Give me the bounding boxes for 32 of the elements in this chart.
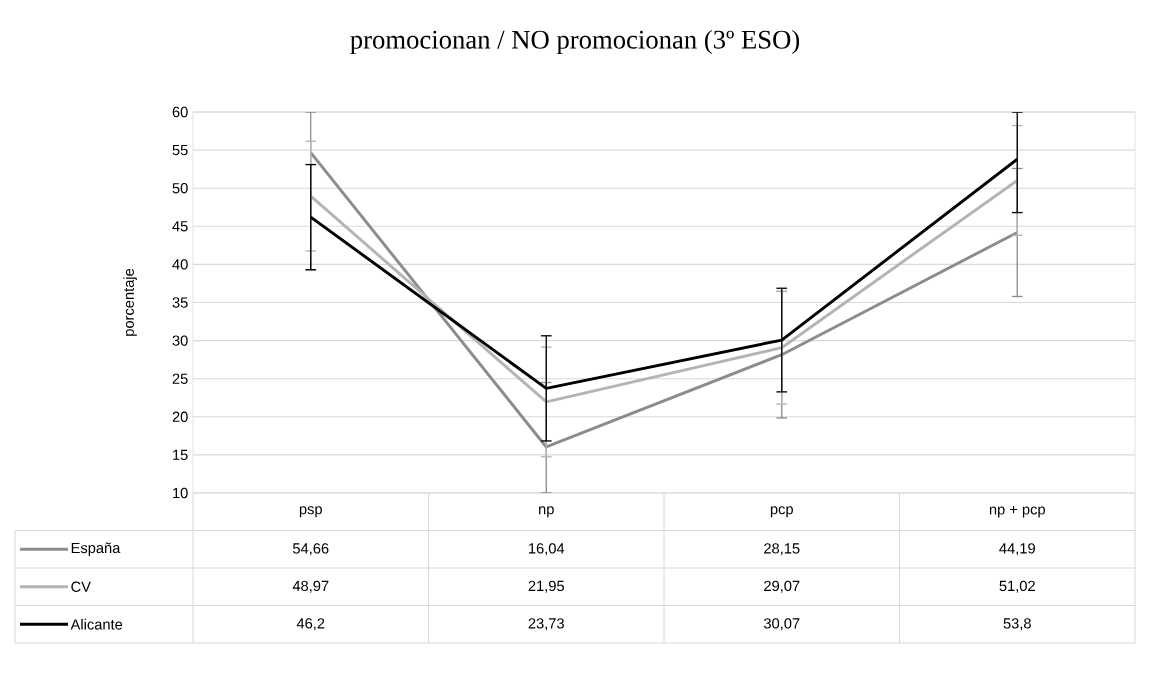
x-tick-label: pcp: [770, 506, 793, 518]
data-label: 51,02: [999, 580, 1035, 593]
y-tick-label: 60: [172, 106, 188, 118]
data-label: 29,07: [764, 580, 800, 593]
y-tick-label: 30: [172, 335, 188, 346]
y-tick-label: 35: [172, 297, 188, 308]
x-tick-label: np: [539, 506, 554, 518]
legend-label: CV: [71, 581, 91, 592]
data-label: 28,15: [764, 543, 800, 556]
data-label: 21,95: [528, 580, 564, 593]
data-label: 54,66: [292, 543, 329, 556]
legend-label: España: [71, 542, 121, 557]
legend-label: Alicante: [70, 618, 123, 630]
data-label: 48,97: [292, 580, 329, 593]
y-axis-title: porcentaje: [123, 268, 137, 336]
y-tick-label: 55: [172, 145, 188, 156]
data-label: 53,8: [1003, 618, 1031, 631]
y-tick-label: 20: [172, 411, 188, 422]
y-tick-label: 50: [172, 183, 188, 194]
data-label: 44,19: [999, 543, 1035, 556]
data-label: 46,2: [296, 618, 325, 631]
y-tick-label: 25: [172, 373, 188, 384]
x-tick-label: np + pcp: [989, 505, 1045, 518]
y-tick-label: 15: [173, 449, 188, 461]
data-label: 16,04: [529, 543, 565, 556]
chart-title: promocionan / NO promocionan (3º ESO): [350, 29, 800, 55]
y-tick-label: 10: [173, 487, 188, 499]
data-label: 23,73: [528, 618, 564, 631]
y-tick-label: 45: [172, 221, 188, 232]
y-tick-label: 40: [172, 259, 188, 270]
x-tick-label: psp: [299, 506, 322, 518]
data-label: 30,07: [763, 618, 800, 631]
